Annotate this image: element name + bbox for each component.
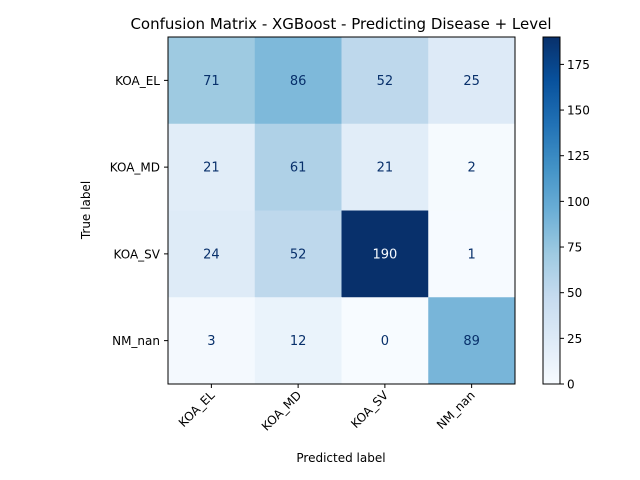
cell-value-label: 0 xyxy=(381,334,389,349)
matrix-cell xyxy=(168,123,256,211)
cell-value-label: 21 xyxy=(377,161,394,176)
matrix-cell xyxy=(428,123,516,211)
cell-value-label: 3 xyxy=(207,334,215,349)
cell-value-label: 21 xyxy=(203,161,220,176)
cell-value-label: 52 xyxy=(290,247,307,262)
colorbar-tick-label: 150 xyxy=(567,104,590,118)
matrix-cell xyxy=(341,210,429,298)
matrix-cells xyxy=(168,37,516,385)
cell-value-label: 12 xyxy=(290,334,307,349)
matrix-cell xyxy=(428,210,516,298)
colorbar-tick-label: 125 xyxy=(567,149,590,163)
x-tick-label: NM_nan xyxy=(434,388,478,432)
y-axis-ticks: KOA_EL KOA_MD KOA_SV NM_nan xyxy=(110,74,168,348)
colorbar xyxy=(542,36,561,385)
cell-value-label: 71 xyxy=(203,74,220,89)
cell-value-label: 190 xyxy=(372,247,397,262)
x-axis-ticks: KOA_EL KOA_MD KOA_SV NM_nan xyxy=(176,384,478,434)
x-tick-label: KOA_SV xyxy=(348,388,391,431)
chart-title: Confusion Matrix - XGBoost - Predicting … xyxy=(130,15,551,33)
x-tick-label: KOA_MD xyxy=(259,388,304,433)
matrix-cell-labels: 71 86 52 25 21 61 21 2 24 52 190 1 3 12 0 89 xyxy=(203,74,480,349)
cell-value-label: 89 xyxy=(463,334,480,349)
cell-value-label: 1 xyxy=(467,247,475,262)
matrix-cell xyxy=(341,123,429,211)
y-tick-label: KOA_SV xyxy=(114,247,161,261)
plot-frame xyxy=(167,36,516,385)
colorbar-tick-label: 0 xyxy=(567,378,575,392)
cell-value-label: 61 xyxy=(290,161,307,176)
y-tick-label: KOA_EL xyxy=(115,74,160,88)
colorbar-tick-label: 75 xyxy=(567,241,582,255)
colorbar-ticks: 0 25 50 75 100 125 150 175 xyxy=(560,58,590,392)
y-tick-label: NM_nan xyxy=(112,334,160,348)
colorbar-tick-label: 50 xyxy=(567,286,582,300)
matrix-cell xyxy=(254,297,342,385)
colorbar-tick-label: 100 xyxy=(567,195,590,209)
matrix-cell xyxy=(428,297,516,385)
cell-value-label: 86 xyxy=(290,74,307,89)
matrix-cell xyxy=(168,37,256,125)
matrix-cell xyxy=(341,297,429,385)
matrix-cell xyxy=(341,37,429,125)
matrix-cell xyxy=(254,37,342,125)
matrix-cell xyxy=(168,297,256,385)
matrix-cell xyxy=(168,210,256,298)
cell-value-label: 24 xyxy=(203,247,220,262)
x-tick-label: KOA_EL xyxy=(176,388,218,430)
matrix-cell xyxy=(254,210,342,298)
y-tick-label: KOA_MD xyxy=(110,161,160,175)
colorbar-tick-label: 175 xyxy=(567,58,590,72)
cell-value-label: 25 xyxy=(463,74,480,89)
cell-value-label: 52 xyxy=(377,74,394,89)
cell-value-label: 2 xyxy=(467,161,475,176)
matrix-cell xyxy=(428,37,516,125)
y-axis-label: True label xyxy=(79,181,93,240)
colorbar-tick-label: 25 xyxy=(567,332,582,346)
x-axis-label: Predicted label xyxy=(296,451,385,465)
matrix-cell xyxy=(254,123,342,211)
